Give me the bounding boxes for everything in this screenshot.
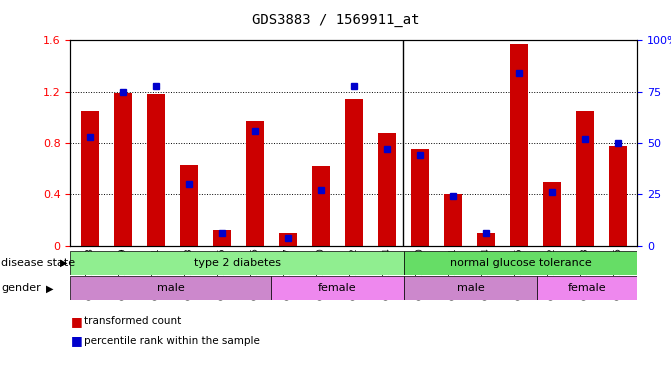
Text: male: male — [457, 283, 484, 293]
Bar — [378, 133, 396, 246]
Bar — [70, 251, 404, 275]
Text: male: male — [156, 283, 185, 293]
Bar — [609, 146, 627, 246]
Bar — [537, 276, 637, 300]
Bar — [404, 251, 637, 275]
Bar — [312, 166, 330, 246]
Text: gender: gender — [1, 283, 41, 293]
Text: ■: ■ — [70, 334, 83, 347]
Text: female: female — [318, 283, 356, 293]
Text: normal glucose tolerance: normal glucose tolerance — [450, 258, 592, 268]
Bar — [543, 182, 561, 246]
Bar — [477, 233, 495, 246]
Bar — [444, 194, 462, 246]
Text: ▶: ▶ — [60, 258, 67, 268]
Bar — [147, 94, 165, 246]
Text: type 2 diabetes: type 2 diabetes — [194, 258, 280, 268]
Text: percentile rank within the sample: percentile rank within the sample — [84, 336, 260, 346]
Bar — [404, 276, 537, 300]
Text: ▶: ▶ — [46, 283, 53, 293]
Bar — [213, 230, 231, 246]
Bar — [114, 93, 132, 246]
Bar — [270, 276, 404, 300]
Bar — [81, 111, 99, 246]
Bar — [246, 121, 264, 246]
Bar — [411, 149, 429, 246]
Text: female: female — [568, 283, 607, 293]
Text: GDS3883 / 1569911_at: GDS3883 / 1569911_at — [252, 13, 419, 27]
Bar — [510, 44, 528, 246]
Bar — [180, 165, 198, 246]
Bar — [576, 111, 594, 246]
Bar — [345, 99, 363, 246]
Bar — [279, 233, 297, 246]
Text: transformed count: transformed count — [84, 316, 181, 326]
Text: ■: ■ — [70, 315, 83, 328]
Text: disease state: disease state — [1, 258, 75, 268]
Bar — [70, 276, 270, 300]
